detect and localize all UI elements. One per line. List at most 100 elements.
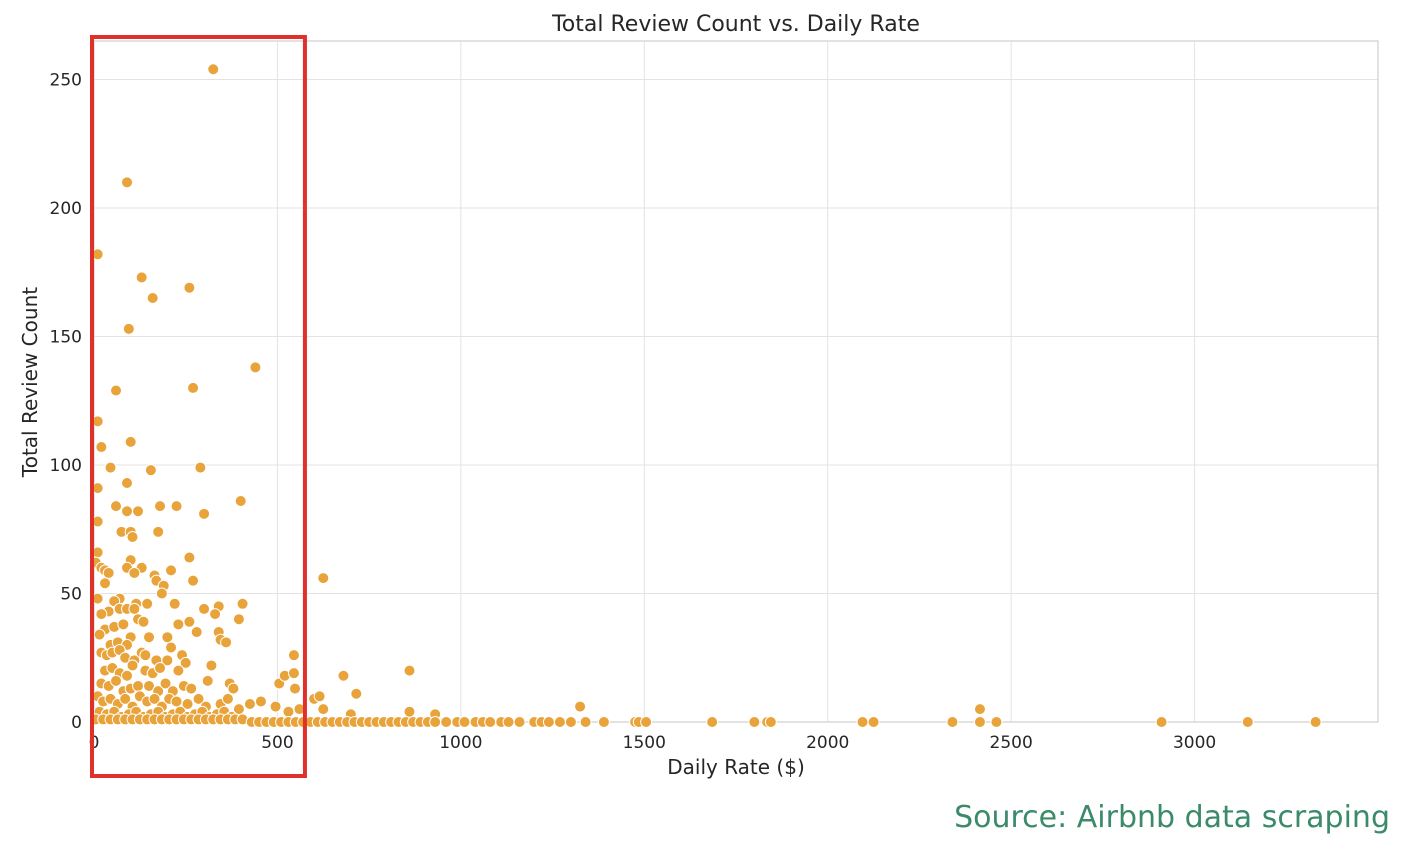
data-point xyxy=(102,566,115,579)
data-point xyxy=(165,641,178,654)
data-point xyxy=(168,597,181,610)
data-point xyxy=(220,636,233,649)
data-point xyxy=(254,695,267,708)
x-tick-label: 2500 xyxy=(990,733,1033,753)
data-point xyxy=(152,525,165,538)
x-tick-label: 1500 xyxy=(623,733,666,753)
data-point xyxy=(973,716,986,728)
data-point xyxy=(119,692,132,705)
data-point xyxy=(121,505,134,518)
data-point xyxy=(155,587,168,600)
data-point xyxy=(1155,716,1168,728)
data-point xyxy=(289,682,302,695)
data-point xyxy=(161,631,174,644)
data-point xyxy=(143,680,156,693)
x-tick-label: 500 xyxy=(261,733,293,753)
data-point xyxy=(185,682,198,695)
data-point xyxy=(542,716,555,728)
data-point xyxy=(313,690,326,703)
data-point xyxy=(121,176,134,189)
data-point xyxy=(172,618,185,631)
data-point xyxy=(126,659,139,672)
data-point xyxy=(640,716,653,728)
data-point xyxy=(179,656,192,669)
grid xyxy=(93,41,1378,723)
data-point xyxy=(110,384,123,397)
data-point xyxy=(126,530,139,543)
y-tick-label: 150 xyxy=(50,328,82,348)
data-point xyxy=(429,716,442,728)
y-tick-label: 200 xyxy=(50,199,82,219)
data-point xyxy=(236,597,249,610)
data-point xyxy=(170,695,183,708)
x-tick-label: 3000 xyxy=(1173,733,1216,753)
data-point xyxy=(706,716,719,728)
data-point xyxy=(95,441,108,454)
data-point xyxy=(192,692,205,705)
data-point xyxy=(973,703,986,716)
data-point xyxy=(574,700,587,713)
data-point xyxy=(337,669,350,682)
data-point xyxy=(137,615,150,628)
data-point xyxy=(484,716,497,728)
data-point xyxy=(165,564,178,577)
data-point xyxy=(234,494,247,507)
data-point xyxy=(110,500,123,513)
data-point xyxy=(183,615,196,628)
data-point xyxy=(154,662,167,675)
data-point xyxy=(110,674,123,687)
data-point xyxy=(99,577,112,590)
data-point xyxy=(139,649,152,662)
x-axis-ticks: 0 500 1000 1500 2000 2500 3000 xyxy=(89,733,1217,753)
source-caption: Source: Airbnb data scraping xyxy=(954,800,1390,835)
data-point xyxy=(317,703,330,716)
chart-title: Total Review Count vs. Daily Rate xyxy=(551,12,920,37)
data-point xyxy=(143,631,156,644)
data-point xyxy=(183,281,196,294)
data-point xyxy=(93,628,106,641)
data-point xyxy=(403,664,416,677)
data-point xyxy=(243,698,256,711)
data-point xyxy=(350,687,363,700)
data-point xyxy=(232,703,245,716)
y-axis-ticks: 0 50 100 150 200 250 xyxy=(50,71,82,733)
data-point xyxy=(564,716,577,728)
y-tick-label: 250 xyxy=(50,71,82,91)
data-point xyxy=(221,692,234,705)
y-tick-label: 0 xyxy=(71,713,82,733)
data-point xyxy=(227,682,240,695)
data-point xyxy=(121,477,134,490)
data-point xyxy=(132,680,145,693)
data-point xyxy=(187,381,200,394)
data-points xyxy=(89,63,1322,728)
data-point xyxy=(132,505,145,518)
data-point xyxy=(95,608,108,621)
data-point xyxy=(856,716,869,728)
data-point xyxy=(159,677,172,690)
data-point xyxy=(513,716,526,728)
data-point xyxy=(124,435,137,448)
data-point xyxy=(764,716,777,728)
data-point xyxy=(867,716,880,728)
y-axis-label: Total Review Count xyxy=(18,287,42,478)
data-point xyxy=(205,659,218,672)
data-point xyxy=(946,716,959,728)
data-point xyxy=(287,667,300,680)
data-point xyxy=(198,507,211,520)
data-point xyxy=(128,566,141,579)
data-point xyxy=(209,608,222,621)
data-point xyxy=(317,572,330,585)
data-point xyxy=(990,716,1003,728)
data-point xyxy=(170,500,183,513)
data-point xyxy=(117,618,130,631)
data-point xyxy=(403,705,416,718)
data-point xyxy=(183,551,196,564)
data-point xyxy=(104,461,117,474)
data-point xyxy=(282,705,295,718)
data-point xyxy=(148,692,161,705)
data-point xyxy=(187,574,200,587)
data-point xyxy=(190,626,203,639)
data-point xyxy=(579,716,592,728)
data-point xyxy=(553,716,566,728)
